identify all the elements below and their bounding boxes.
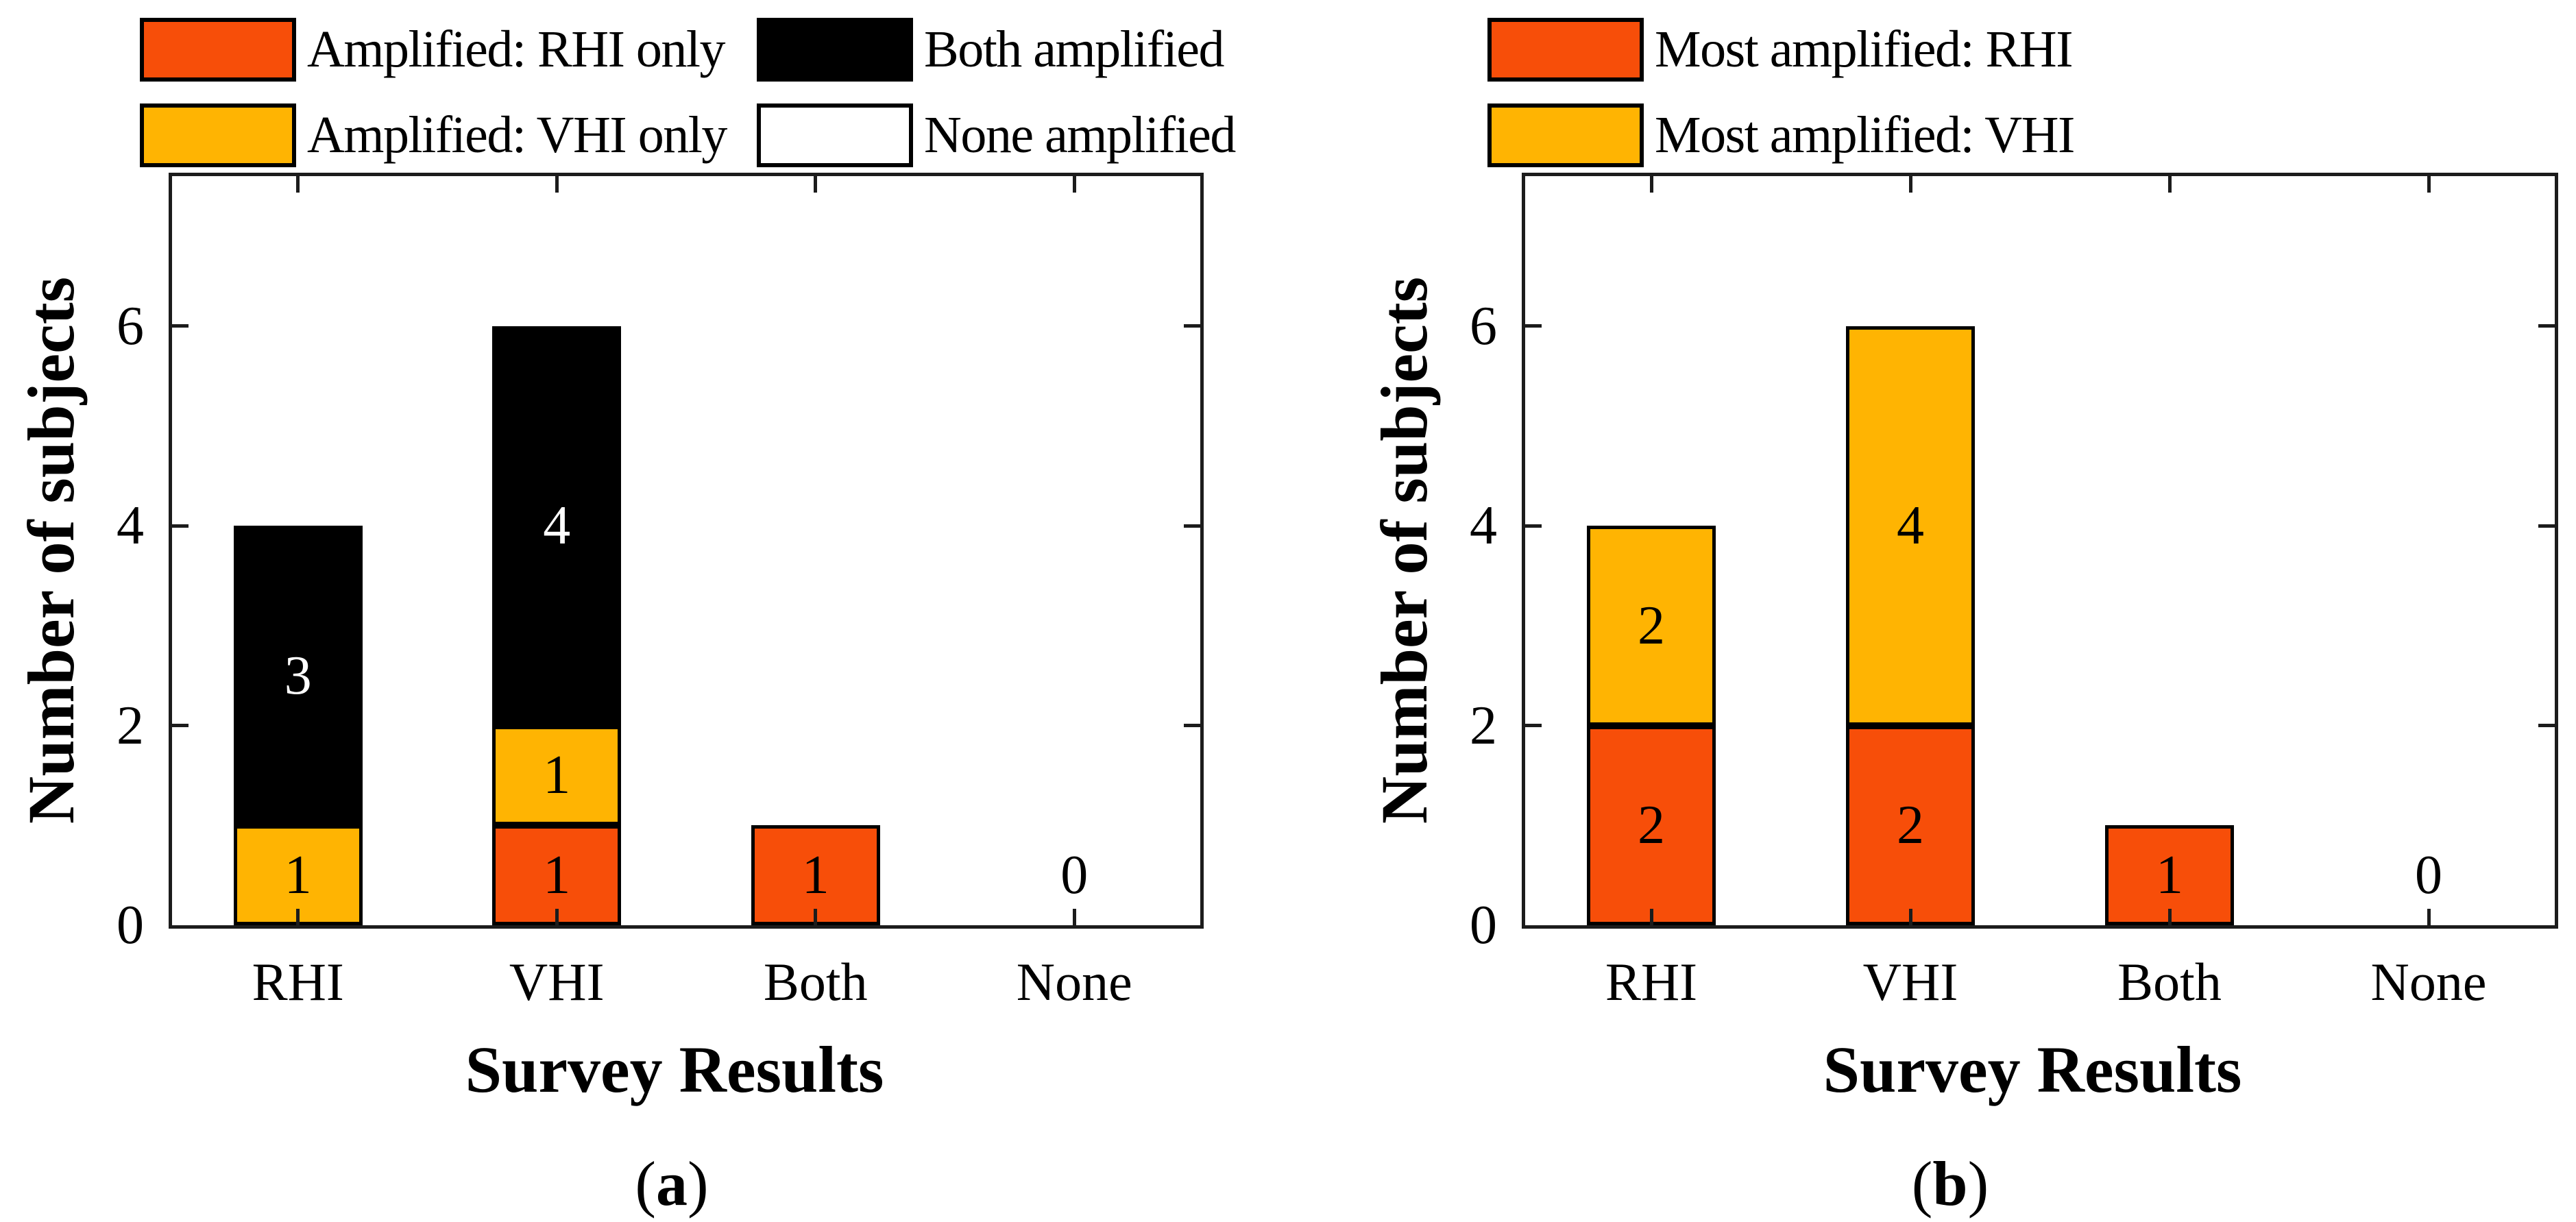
legend-swatch <box>1487 18 1644 82</box>
axis-tick-right <box>1184 524 1200 528</box>
axis-tick-top <box>1908 176 1912 193</box>
y-tick-label: 0 <box>117 895 144 955</box>
zero-value-label: 0 <box>2415 845 2442 906</box>
y-tick-label: 6 <box>1470 295 1497 356</box>
axis-tick-left <box>1525 324 1542 328</box>
bar-segment <box>751 825 880 925</box>
x-tick-label: RHI <box>1605 952 1698 1012</box>
bar-value-label: 2 <box>1638 795 1665 856</box>
panel-caption: (a) <box>569 1146 775 1221</box>
caption-paren: ( <box>1911 1149 1933 1219</box>
legend-label: Most amplified: VHI <box>1655 106 2075 164</box>
legend-label: Amplified: VHI only <box>307 106 727 164</box>
axis-tick-bottom <box>2167 909 2172 925</box>
bar-value-label: 1 <box>284 845 312 906</box>
bar-segment <box>1846 326 1975 726</box>
bar-segment <box>1587 526 1716 726</box>
axis-tick-right <box>1184 724 1200 728</box>
x-tick-label: None <box>2370 952 2487 1012</box>
x-tick-label: Both <box>2117 952 2222 1012</box>
legend-label: None amplified <box>924 106 1236 164</box>
panel-caption: (b) <box>1847 1146 2053 1221</box>
bar-value-label: 2 <box>1897 795 1924 856</box>
axis-tick-bottom <box>1072 909 1076 925</box>
bar-value-label: 1 <box>543 845 571 906</box>
legend-swatch <box>140 18 296 82</box>
y-axis-label: Number of subjects <box>1368 276 1441 824</box>
axis-tick-left <box>172 524 189 528</box>
legend-swatch <box>140 103 296 167</box>
axis-tick-left <box>172 324 189 328</box>
axis-tick-bottom <box>1908 909 1912 925</box>
axis-tick-left <box>1525 724 1542 728</box>
x-axis-label: Survey Results <box>465 1033 884 1106</box>
bar-segment <box>492 326 622 726</box>
legend-swatch <box>757 18 913 82</box>
caption-letter: a <box>656 1149 688 1219</box>
bar-value-label: 1 <box>801 845 829 906</box>
caption-paren: ) <box>688 1149 709 1219</box>
x-tick-label: None <box>1016 952 1132 1012</box>
axis-tick-top <box>2427 176 2431 193</box>
legend-swatch <box>757 103 913 167</box>
axis-tick-right <box>1184 324 1200 328</box>
bar-segment <box>233 526 363 826</box>
legend-label: Amplified: RHI only <box>307 21 726 78</box>
axis-tick-right <box>2538 524 2555 528</box>
y-axis-label: Number of subjects <box>14 276 88 824</box>
x-axis-label: Survey Results <box>1823 1033 2242 1106</box>
bar-value-label: 4 <box>1897 496 1924 557</box>
x-tick-label: RHI <box>252 952 344 1012</box>
axis-tick-bottom <box>296 909 300 925</box>
axis-tick-top <box>296 176 300 193</box>
axis-tick-top <box>1649 176 1653 193</box>
legend-label: Most amplified: RHI <box>1655 21 2074 78</box>
axis-tick-top <box>555 176 559 193</box>
x-tick-label: Both <box>763 952 868 1012</box>
bar-value-label: 1 <box>2156 845 2183 906</box>
axis-tick-top <box>814 176 818 193</box>
axis-tick-bottom <box>555 909 559 925</box>
y-tick-label: 2 <box>117 695 144 756</box>
axis-tick-left <box>172 724 189 728</box>
caption-letter: b <box>1932 1149 1968 1219</box>
bar-value-label: 2 <box>1638 595 1665 656</box>
axis-tick-bottom <box>2427 909 2431 925</box>
caption-paren: ( <box>635 1149 656 1219</box>
axis-tick-bottom <box>814 909 818 925</box>
y-tick-label: 4 <box>117 496 144 557</box>
x-tick-label: VHI <box>1862 952 1958 1012</box>
axis-tick-right <box>2538 324 2555 328</box>
y-tick-label: 0 <box>1470 895 1497 955</box>
axis-tick-bottom <box>1649 909 1653 925</box>
axis-tick-right <box>2538 724 2555 728</box>
y-tick-label: 4 <box>1470 496 1497 557</box>
legend-label: Both amplified <box>924 21 1225 78</box>
axis-tick-left <box>1525 524 1542 528</box>
zero-value-label: 0 <box>1060 845 1089 906</box>
y-tick-label: 2 <box>1470 695 1497 756</box>
bar-value-label: 1 <box>543 745 571 806</box>
caption-paren: ) <box>1967 1149 1989 1219</box>
x-tick-label: VHI <box>509 952 605 1012</box>
bar-segment <box>492 725 622 826</box>
legend-swatch <box>1487 103 1644 167</box>
axis-tick-top <box>1072 176 1076 193</box>
y-tick-label: 6 <box>117 295 144 356</box>
bar-value-label: 3 <box>284 645 312 706</box>
axis-tick-top <box>2167 176 2172 193</box>
bar-value-label: 4 <box>543 496 571 557</box>
